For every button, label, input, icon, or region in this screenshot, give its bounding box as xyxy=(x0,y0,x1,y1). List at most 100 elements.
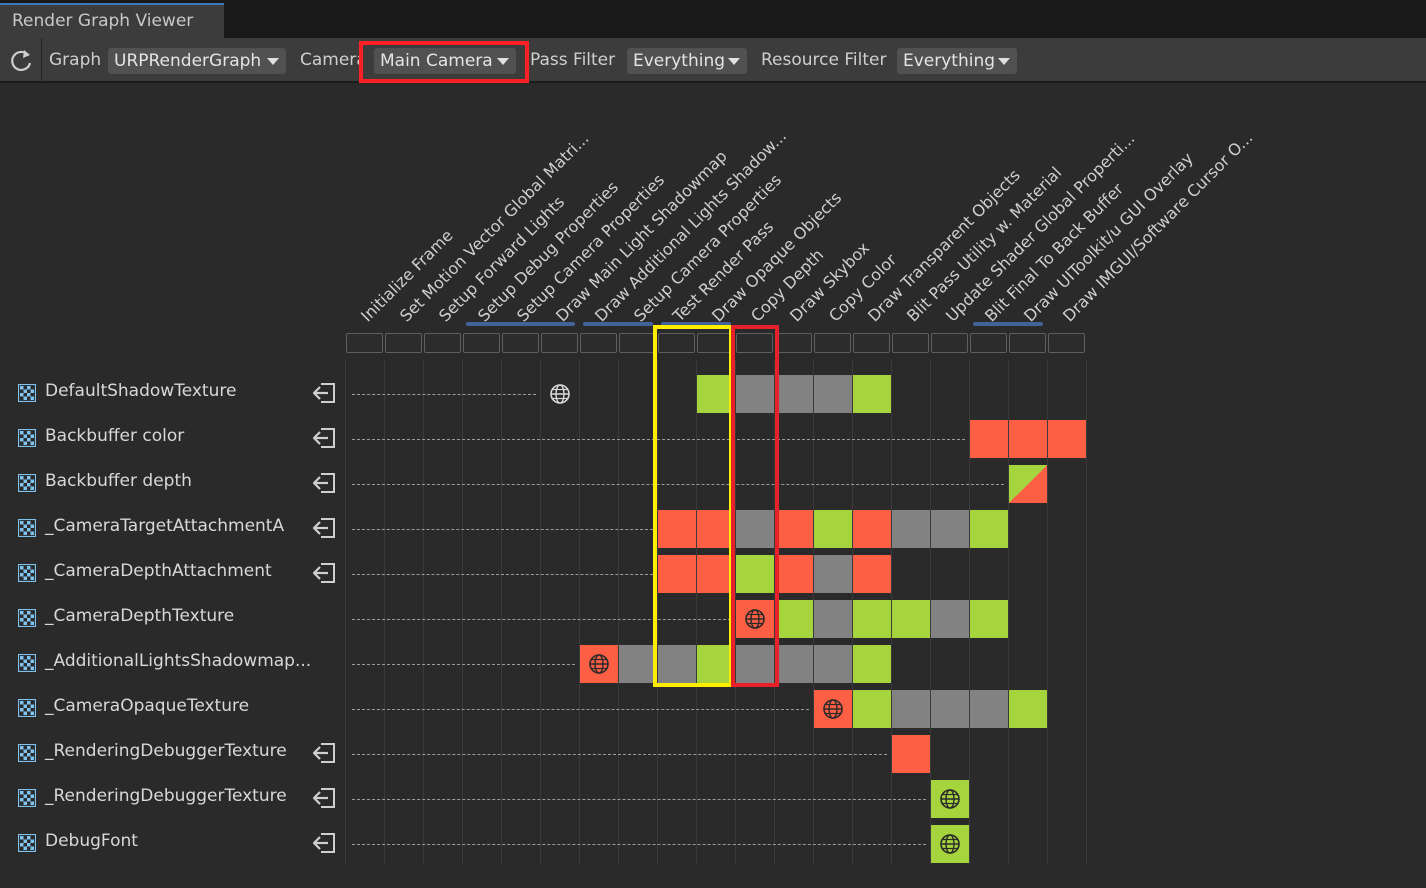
resource-access-cell[interactable] xyxy=(892,510,930,548)
grid-line xyxy=(1086,360,1087,865)
resource-access-cell[interactable] xyxy=(853,555,891,593)
globe-icon xyxy=(550,384,570,404)
camera-label: Camera xyxy=(300,50,362,70)
pass-box[interactable] xyxy=(970,333,1007,353)
pass-box[interactable] xyxy=(541,333,578,353)
resource-name[interactable]: DebugFont xyxy=(45,831,138,851)
resource-access-cell[interactable] xyxy=(541,375,579,413)
resource-name[interactable]: _RenderingDebuggerTexture xyxy=(45,741,287,761)
resource-access-cell[interactable] xyxy=(970,600,1008,638)
resource-access-cell[interactable] xyxy=(1009,690,1047,728)
resource-lifetime-line xyxy=(352,439,965,440)
resource-access-cell[interactable] xyxy=(853,690,891,728)
pass-filter-dropdown[interactable]: Everything xyxy=(627,48,747,74)
pass-box[interactable] xyxy=(853,333,890,353)
resource-access-cell[interactable] xyxy=(1048,420,1086,458)
pass-box[interactable] xyxy=(1009,333,1046,353)
resource-access-cell[interactable] xyxy=(619,645,657,683)
texture-icon xyxy=(18,564,36,582)
resource-access-cell[interactable] xyxy=(775,375,813,413)
resource-access-cell[interactable] xyxy=(931,825,969,863)
grid-line xyxy=(618,360,619,865)
resource-name[interactable]: Backbuffer color xyxy=(45,426,185,446)
resource-access-cell[interactable] xyxy=(658,510,696,548)
resource-access-cell[interactable] xyxy=(736,510,774,548)
camera-dropdown[interactable]: Main Camera xyxy=(374,48,516,74)
resource-access-cell[interactable] xyxy=(580,645,618,683)
resource-access-cell[interactable] xyxy=(814,690,852,728)
pass-box[interactable] xyxy=(580,333,617,353)
grid-line xyxy=(813,360,814,865)
resource-access-cell[interactable] xyxy=(736,600,774,638)
texture-icon xyxy=(18,519,36,537)
texture-icon xyxy=(18,429,36,447)
refresh-icon[interactable] xyxy=(6,46,36,76)
resource-access-cell[interactable] xyxy=(814,600,852,638)
resource-access-cell[interactable] xyxy=(931,690,969,728)
resource-access-cell[interactable] xyxy=(970,690,1008,728)
resource-name[interactable]: _RenderingDebuggerTexture xyxy=(45,786,287,806)
resource-access-cell[interactable] xyxy=(697,375,735,413)
resource-access-cell[interactable] xyxy=(853,510,891,548)
window-tab[interactable]: Render Graph Viewer xyxy=(0,3,224,38)
resource-name[interactable]: Backbuffer depth xyxy=(45,471,192,491)
resource-access-cell[interactable] xyxy=(697,510,735,548)
resource-access-cell[interactable] xyxy=(775,510,813,548)
pass-box[interactable] xyxy=(697,333,734,353)
pass-box[interactable] xyxy=(931,333,968,353)
resource-name[interactable]: _CameraDepthTexture xyxy=(45,606,235,626)
texture-icon xyxy=(18,384,36,402)
resource-access-cell[interactable] xyxy=(1009,420,1047,458)
pass-box[interactable] xyxy=(736,333,773,353)
resource-access-cell[interactable] xyxy=(892,690,930,728)
resource-access-cell[interactable] xyxy=(814,645,852,683)
pass-box[interactable] xyxy=(814,333,851,353)
resource-access-cell[interactable] xyxy=(892,735,930,773)
resource-access-cell[interactable] xyxy=(775,645,813,683)
resource-access-cell[interactable] xyxy=(970,510,1008,548)
resource-access-cell[interactable] xyxy=(814,510,852,548)
pass-box[interactable] xyxy=(775,333,812,353)
resource-access-cell[interactable] xyxy=(931,780,969,818)
resource-name[interactable]: DefaultShadowTexture xyxy=(45,381,237,401)
resource-access-cell[interactable] xyxy=(892,600,930,638)
grid-line xyxy=(696,360,697,865)
resource-access-cell[interactable] xyxy=(931,510,969,548)
pass-box[interactable] xyxy=(658,333,695,353)
resource-access-cell[interactable] xyxy=(853,645,891,683)
resource-name[interactable]: _CameraOpaqueTexture xyxy=(45,696,250,716)
resource-access-cell[interactable] xyxy=(736,555,774,593)
grid-line xyxy=(423,360,424,865)
resource-access-cell[interactable] xyxy=(775,600,813,638)
pass-box[interactable] xyxy=(502,333,539,353)
resource-filter-dropdown[interactable]: Everything xyxy=(897,48,1017,74)
resource-access-cell[interactable] xyxy=(814,555,852,593)
pass-box[interactable] xyxy=(346,333,383,353)
graph-dropdown[interactable]: URPRenderGraph xyxy=(108,48,286,74)
resource-access-cell[interactable] xyxy=(736,645,774,683)
resource-access-cell[interactable] xyxy=(697,555,735,593)
pass-box[interactable] xyxy=(424,333,461,353)
resource-access-cell[interactable] xyxy=(658,645,696,683)
resource-access-cell[interactable] xyxy=(853,600,891,638)
globe-icon xyxy=(940,834,960,854)
pass-box[interactable] xyxy=(463,333,500,353)
resource-access-cell[interactable] xyxy=(814,375,852,413)
pass-box[interactable] xyxy=(892,333,929,353)
resource-access-cell[interactable] xyxy=(1009,465,1047,503)
resource-name[interactable]: _AdditionalLightsShadowmap... xyxy=(45,651,312,671)
pass-box[interactable] xyxy=(385,333,422,353)
resource-access-cell[interactable] xyxy=(658,555,696,593)
resource-access-cell[interactable] xyxy=(970,420,1008,458)
chevron-down-icon xyxy=(267,58,279,65)
pass-box[interactable] xyxy=(619,333,656,353)
resource-access-cell[interactable] xyxy=(853,375,891,413)
resource-name[interactable]: _CameraTargetAttachmentA xyxy=(45,516,285,536)
resource-access-cell[interactable] xyxy=(697,645,735,683)
pass-box[interactable] xyxy=(1048,333,1085,353)
resource-access-cell[interactable] xyxy=(775,555,813,593)
resource-access-cell[interactable] xyxy=(736,375,774,413)
resource-access-cell[interactable] xyxy=(931,600,969,638)
grid-line xyxy=(501,360,502,865)
resource-name[interactable]: _CameraDepthAttachment xyxy=(45,561,272,581)
